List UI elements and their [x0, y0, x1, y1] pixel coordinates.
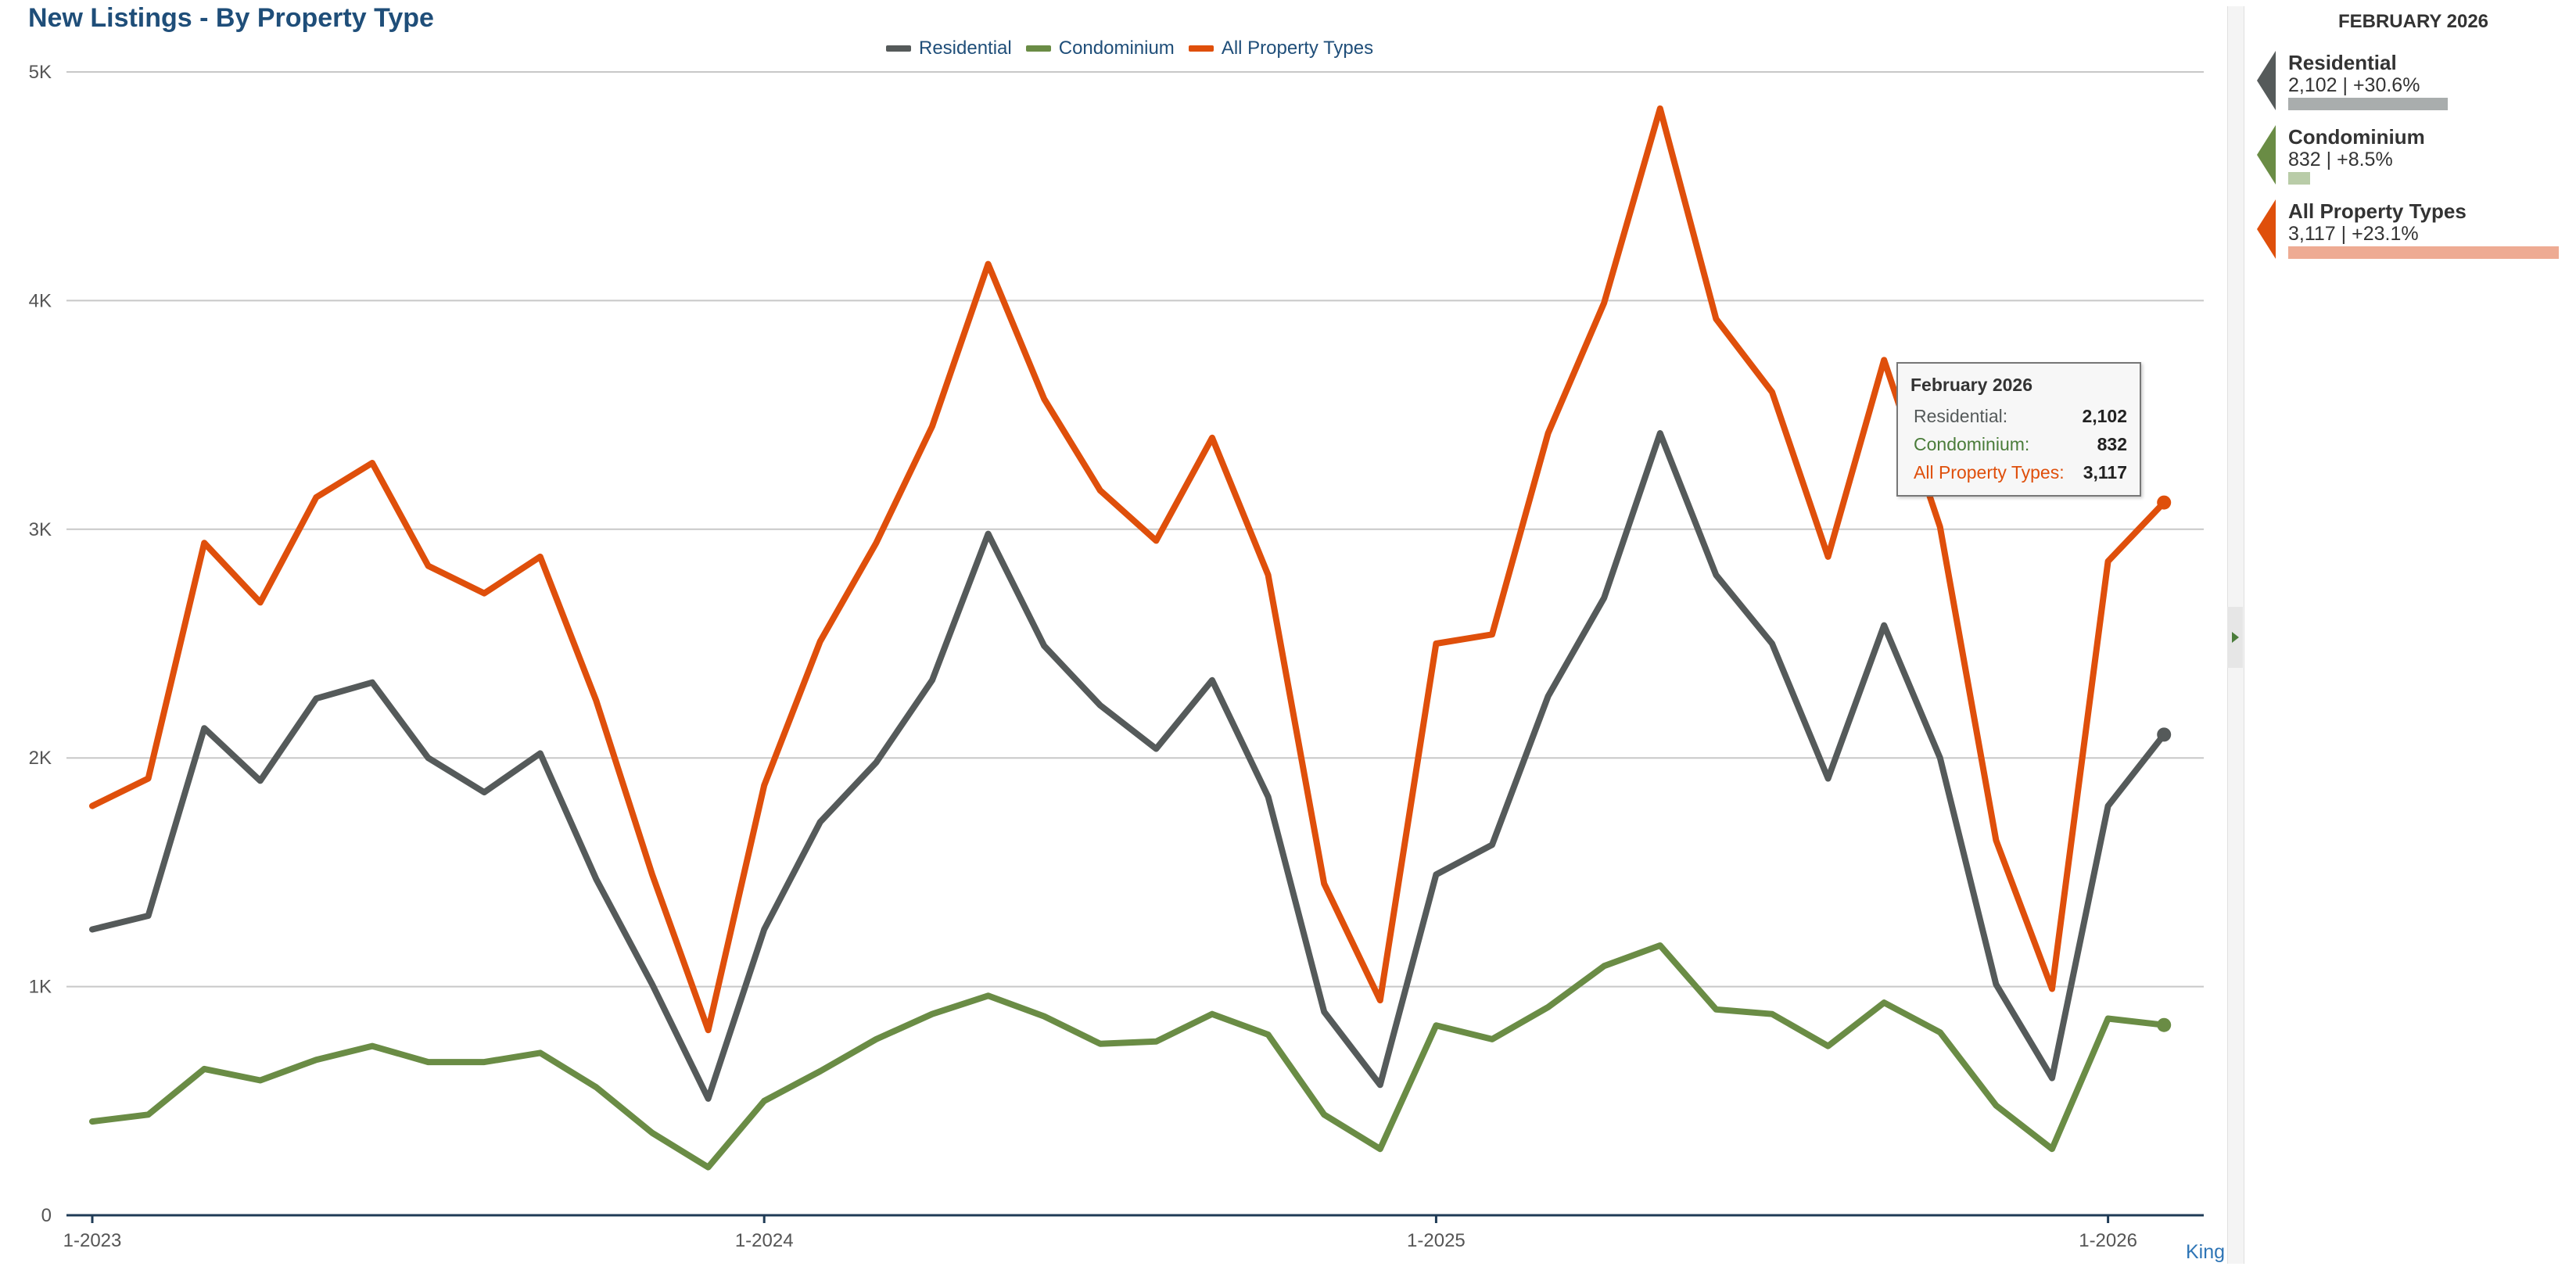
legend-label-all-property-types: All Property Types — [1221, 38, 1374, 59]
y-tick-label: 0 — [41, 1205, 52, 1226]
tooltip-value-condominium: 832 — [2097, 433, 2127, 454]
x-tick-label: 1-2026 — [2079, 1230, 2137, 1251]
chart-legend: Residential Condominium All Property Typ… — [886, 38, 1373, 59]
left-triangle-icon — [2257, 125, 2276, 185]
hover-tooltip: February 2026 Residential: 2,102 Condomi… — [1896, 362, 2141, 497]
side-panel-value-condominium: 832 | +8.5% — [2288, 149, 2393, 170]
tooltip-row-condominium: Condominium: 832 — [1910, 430, 2127, 458]
tooltip-value-all-property-types: 3,117 — [2083, 461, 2127, 483]
tooltip-title: February 2026 — [1910, 375, 2032, 395]
x-tick-label: 1-2024 — [735, 1230, 794, 1251]
left-triangle-icon — [2257, 199, 2276, 259]
y-tick-label: 5K — [29, 62, 52, 83]
x-tick-label: 1-2023 — [63, 1230, 122, 1251]
legend-item-condominium[interactable]: Condominium — [1025, 38, 1175, 59]
side-panel-bar-residential — [2288, 98, 2448, 110]
side-panel-label-all-property-types: All Property Types — [2288, 199, 2467, 223]
x-tick-label: 1-2025 — [1407, 1230, 1466, 1251]
side-panel-item-residential[interactable]: Residential 2,102 | +30.6% — [2257, 51, 2570, 113]
side-panel-header: FEBRUARY 2026 — [2337, 11, 2489, 32]
y-tick-label: 4K — [29, 290, 52, 311]
legend-swatch-condominium — [1025, 45, 1051, 52]
side-panel-bar-all-property-types — [2288, 246, 2559, 259]
data-point-residential — [2157, 727, 2172, 742]
side-panel-value-all-property-types: 3,117 | +23.1% — [2288, 223, 2419, 245]
side-panel-label-residential: Residential — [2288, 51, 2397, 74]
legend-swatch-all-property-types — [1188, 45, 1214, 52]
y-tick-label: 1K — [29, 977, 52, 998]
side-panel-bar-condominium — [2288, 172, 2310, 185]
y-tick-label: 3K — [29, 519, 52, 540]
footer-link-king[interactable]: King — [2186, 1241, 2226, 1263]
legend-swatch-residential — [886, 45, 911, 52]
tooltip-value-residential: 2,102 — [2082, 405, 2127, 426]
y-tick-label: 2K — [29, 748, 52, 769]
legend-label-residential: Residential — [919, 38, 1012, 59]
tooltip-label-residential: Residential: — [1914, 405, 2008, 426]
chart-title: New Listings - By Property Type — [28, 3, 434, 33]
left-triangle-icon — [2257, 51, 2276, 110]
chevron-right-icon — [2231, 632, 2239, 643]
panel-toggle-button[interactable] — [2227, 607, 2243, 668]
side-panel-item-all-property-types[interactable]: All Property Types 3,117 | +23.1% — [2257, 199, 2570, 262]
line-chart: 0 1K 2K 3K 4K 5K 1-2023 1-2024 1-2025 1-2026 — [29, 62, 2204, 1251]
series-line-condominium — [89, 942, 2168, 1171]
legend-item-all-property-types[interactable]: All Property Types — [1188, 38, 1374, 59]
series-line-residential — [89, 430, 2168, 1102]
side-panel-label-condominium: Condominium — [2288, 125, 2425, 149]
tooltip-label-condominium: Condominium: — [1914, 433, 2030, 454]
side-panel-item-condominium[interactable]: Condominium 832 | +8.5% — [2257, 125, 2570, 188]
legend-label-condominium: Condominium — [1058, 38, 1175, 59]
series-line-all-property-types — [89, 105, 2168, 1034]
data-point-all-property-types — [2157, 495, 2172, 510]
data-point-condominium — [2157, 1017, 2172, 1032]
side-panel-value-residential: 2,102 | +30.6% — [2288, 74, 2420, 96]
tooltip-label-all-property-types: All Property Types: — [1914, 461, 2065, 483]
tooltip-row-all-property-types: All Property Types: 3,117 — [1910, 458, 2127, 486]
tooltip-row-residential: Residential: 2,102 — [1910, 402, 2127, 430]
legend-item-residential[interactable]: Residential — [886, 38, 1012, 59]
